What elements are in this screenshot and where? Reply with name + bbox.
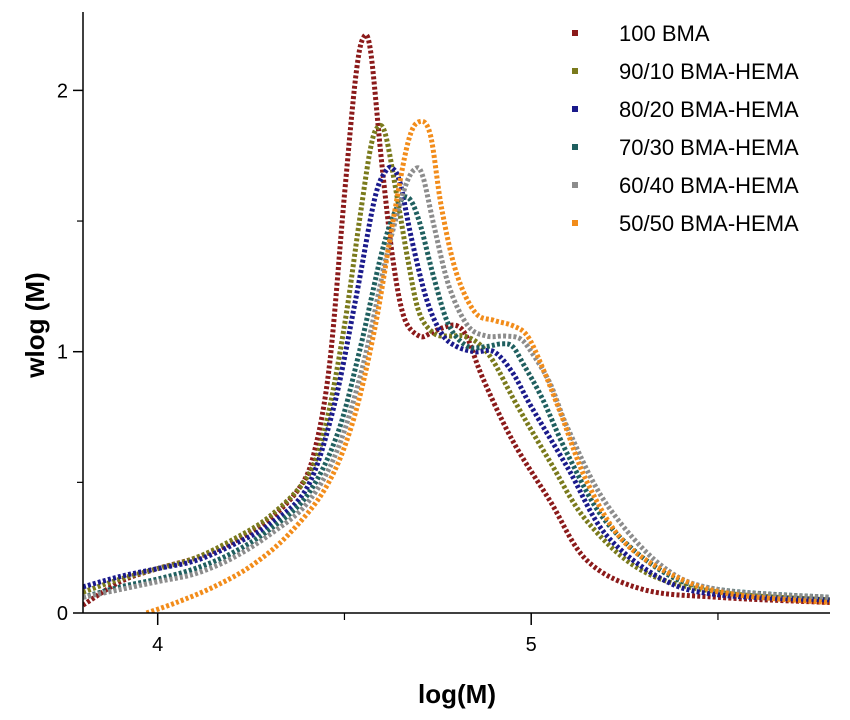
series-line-5 [83, 165, 830, 600]
x-tick-label: 4 [152, 634, 163, 656]
legend-label: 80/20 BMA-HEMA [619, 97, 799, 122]
series-line-4 [83, 194, 830, 600]
legend-label: 90/10 BMA-HEMA [619, 59, 799, 84]
axes [82, 12, 830, 614]
legend-marker [572, 220, 578, 226]
tick-layer: 4 5 0 1 2 [57, 80, 719, 656]
y-axis-title: wlog (M) [20, 272, 50, 378]
y-tick-label: 2 [57, 80, 68, 102]
series-layer [83, 32, 830, 613]
legend-marker [572, 144, 578, 150]
legend-marker [572, 182, 578, 188]
legend-label: 100 BMA [619, 21, 710, 46]
legend-marker [572, 30, 578, 36]
legend: 100 BMA 90/10 BMA-HEMA 80/20 BMA-HEMA 70/30… [572, 21, 799, 236]
legend-label: 50/50 BMA-HEMA [619, 211, 799, 236]
legend-marker [572, 68, 578, 74]
x-axis-title: log(M) [418, 679, 496, 709]
y-tick-label: 1 [57, 342, 68, 364]
legend-label: 70/30 BMA-HEMA [619, 135, 799, 160]
series-line-2 [83, 123, 830, 603]
series-line-6 [145, 118, 830, 613]
x-tick-label: 5 [526, 634, 537, 656]
legend-label: 60/40 BMA-HEMA [619, 173, 799, 198]
series-line-1 [83, 32, 830, 608]
series-line-3 [83, 164, 830, 603]
y-tick-label: 0 [57, 603, 68, 625]
legend-marker [572, 106, 578, 112]
